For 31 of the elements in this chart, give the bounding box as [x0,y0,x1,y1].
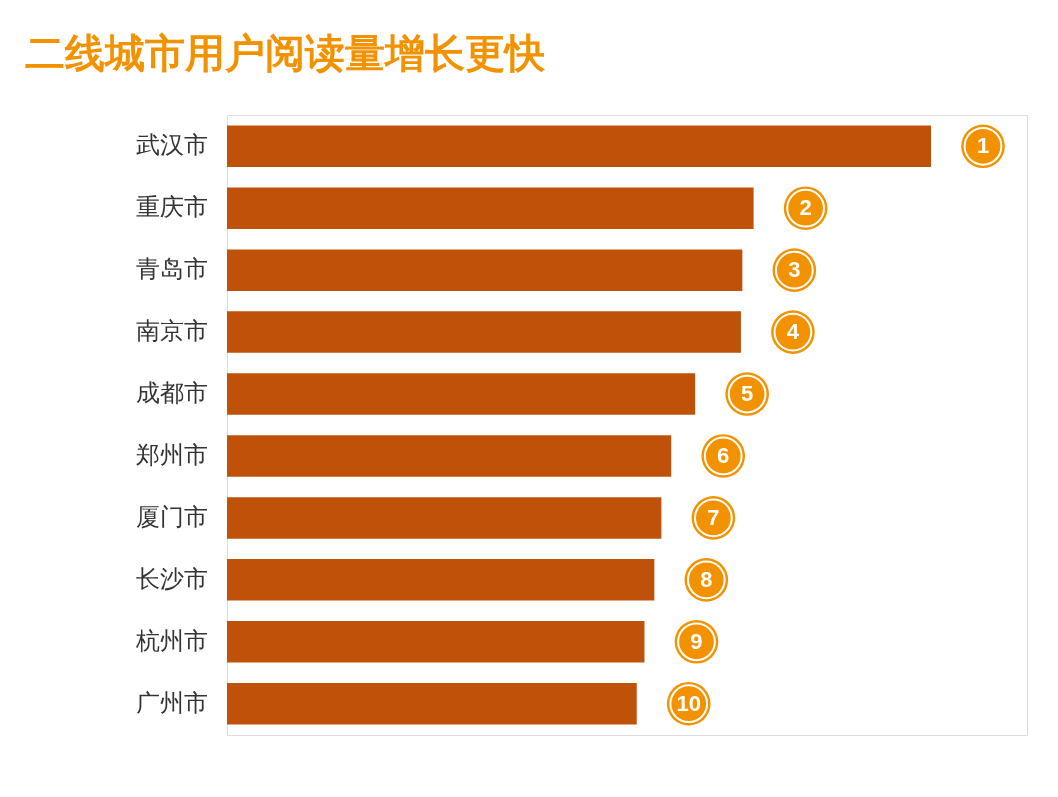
bar [227,435,672,477]
y-tick-label: 厦门市 [135,502,208,531]
y-tick-label: 武汉市 [135,131,208,160]
chart-title: 二线城市用户阅读量增长更快 [25,30,546,76]
bar [227,559,655,601]
y-tick-label: 杭州市 [134,626,208,655]
bar [227,497,662,539]
annotation: 10 [676,690,701,716]
bar [227,373,696,415]
y-tick-label: 重庆市 [135,193,208,222]
bar [227,187,754,229]
bar [227,249,743,291]
annotation: 4 [786,319,800,345]
bar [227,682,637,725]
annotation: 1 [976,133,990,159]
annotation: 5 [741,381,754,407]
y-tick-label: 青岛市 [135,255,208,284]
y-tick-label: 郑州市 [135,440,208,469]
bar [227,125,931,168]
annotation: 2 [799,195,812,221]
annotation: 8 [700,566,713,592]
y-tick-label: 成都市 [135,379,208,408]
bar [227,621,645,663]
bar [227,311,741,353]
annotation: 7 [707,504,720,530]
y-tick-label: 南京市 [135,317,208,346]
y-tick-label: 广州市 [135,688,208,717]
y-tick-label: 长沙市 [135,564,208,593]
annotation: 6 [717,442,730,468]
annotation: 3 [788,257,801,283]
annotation: 9 [690,628,703,654]
